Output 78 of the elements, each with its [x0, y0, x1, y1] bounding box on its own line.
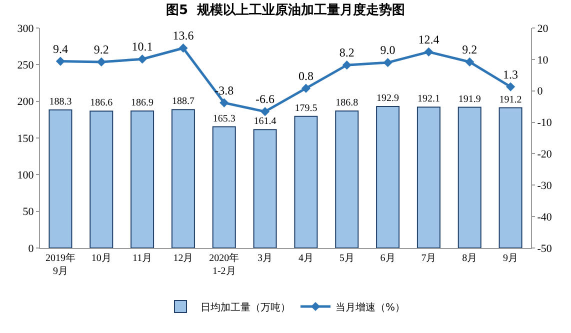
y-tick-label: 150 — [17, 132, 34, 145]
data-label: 9.0 — [380, 43, 396, 58]
data-label: 192.9 — [376, 93, 400, 104]
y2-tick-label: -40 — [537, 211, 552, 224]
bar — [335, 110, 359, 248]
data-label: 191.2 — [499, 94, 522, 106]
x-tick-label: 10月 — [91, 253, 112, 264]
point — [506, 82, 516, 92]
data-label: 186.6 — [90, 98, 113, 109]
x-tick-label: 9月 — [503, 253, 518, 264]
data-label: 192.1 — [417, 94, 440, 105]
bar — [458, 106, 482, 248]
point — [301, 84, 311, 93]
point — [465, 57, 474, 66]
data-label: 0.8 — [298, 68, 314, 83]
y-tick-label: 100 — [17, 170, 34, 182]
bar — [294, 116, 318, 248]
y2-tick-label: -20 — [537, 148, 552, 161]
bar — [48, 109, 72, 248]
data-label: 10.1 — [132, 40, 153, 54]
bar — [171, 109, 195, 248]
x-tick-label: 2019年 9月 — [45, 252, 76, 277]
data-label: 9.4 — [52, 42, 68, 56]
data-label: 9.2 — [94, 42, 109, 57]
y2-tick-label: -30 — [537, 180, 552, 192]
bar — [90, 110, 114, 248]
y2-tick-label: 20 — [537, 22, 549, 35]
bar — [376, 106, 400, 248]
legend-label: 日均加工量（万吨） — [200, 301, 290, 314]
data-label: 179.5 — [294, 102, 318, 114]
x-tick-label: 3月 — [258, 253, 273, 264]
x-tick-label: 4月 — [298, 253, 314, 264]
x-tick-label: 7月 — [421, 253, 436, 264]
data-label: 1.3 — [503, 67, 518, 82]
x-tick-label: 5月 — [339, 253, 354, 264]
y-tick-label: 0 — [28, 242, 34, 255]
legend-label: 当月增速（%） — [336, 301, 406, 314]
x-tick-label: 6月 — [380, 253, 396, 264]
point — [342, 60, 352, 70]
x-tick-label: 12月 — [173, 253, 194, 264]
data-label: 191.9 — [458, 94, 481, 105]
x-tick-label: 2020年 1-2月 — [209, 252, 240, 277]
point — [138, 54, 147, 64]
data-label: 12.4 — [418, 32, 440, 47]
data-label: 13.6 — [172, 28, 194, 43]
bar — [130, 110, 154, 248]
data-label: 186.9 — [131, 97, 154, 108]
data-label: -6.6 — [256, 92, 275, 106]
y-tick-label: 200 — [17, 96, 34, 108]
point — [424, 47, 434, 56]
data-label: 186.8 — [336, 98, 358, 109]
point — [383, 58, 392, 68]
y-tick-label: 50 — [22, 206, 34, 218]
bar — [416, 106, 440, 248]
x-tick-label: 11月 — [132, 253, 152, 264]
point — [220, 98, 229, 108]
y-tick-label: 250 — [17, 60, 34, 72]
y2-tick-label: -10 — [537, 117, 552, 130]
data-label: 165.3 — [212, 113, 236, 124]
x-tick-label: 8月 — [462, 253, 478, 264]
bar — [253, 129, 277, 248]
data-label: -3.8 — [214, 83, 234, 98]
bar — [212, 126, 236, 248]
y2-tick-label: 0 — [537, 86, 544, 98]
y2-tick-label: -50 — [537, 242, 552, 255]
point — [178, 44, 188, 53]
data-label: 188.7 — [172, 96, 194, 108]
data-label: 188.3 — [49, 96, 72, 108]
data-label: 161.4 — [254, 116, 276, 128]
point — [96, 57, 106, 66]
bar — [498, 107, 522, 248]
data-label: 8.2 — [339, 46, 354, 60]
y-tick-label: 300 — [17, 22, 34, 35]
data-label: 9.2 — [462, 42, 478, 57]
point — [260, 107, 270, 116]
chart-title: 图5 规模以上工业原油加工量月度走势图 — [166, 2, 406, 18]
y2-tick-label: 10 — [537, 54, 549, 66]
point — [56, 56, 66, 66]
